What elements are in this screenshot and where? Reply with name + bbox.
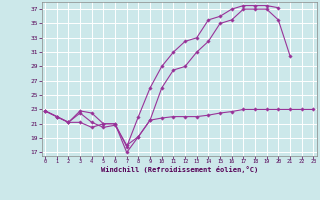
X-axis label: Windchill (Refroidissement éolien,°C): Windchill (Refroidissement éolien,°C) [100, 166, 258, 173]
